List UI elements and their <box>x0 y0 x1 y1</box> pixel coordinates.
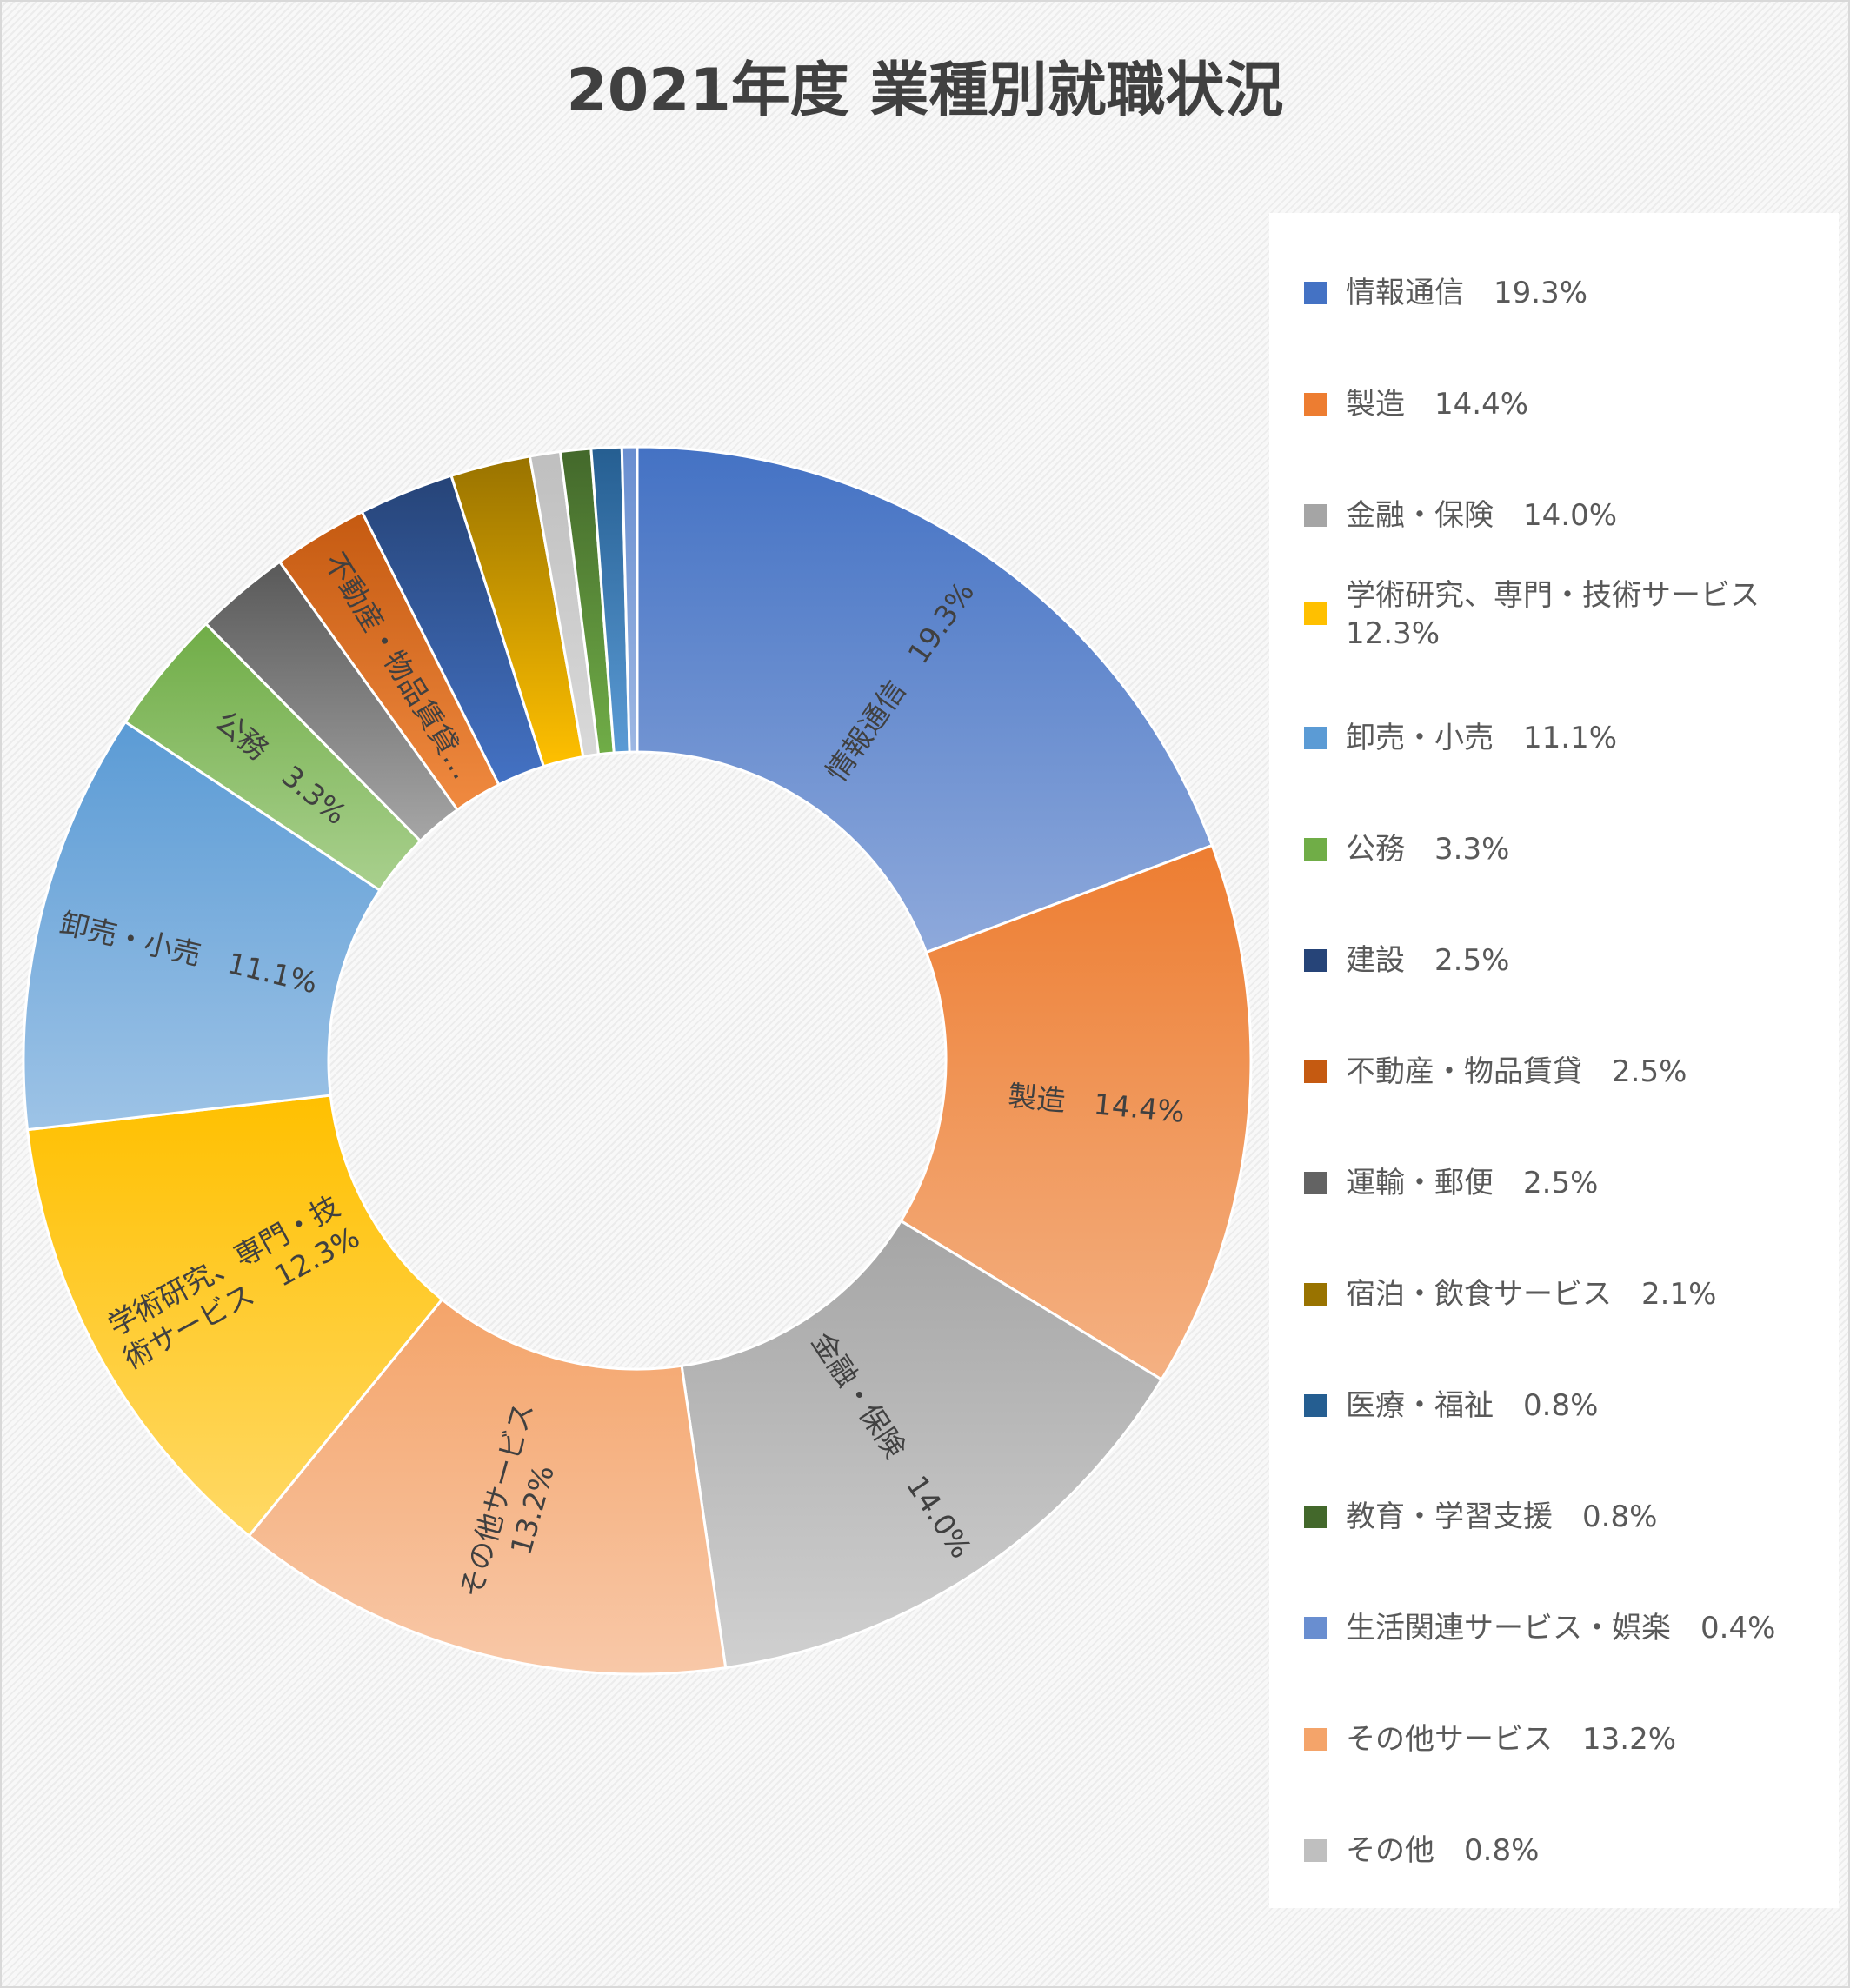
legend-swatch <box>1304 504 1327 527</box>
donut-slices <box>22 445 1253 1676</box>
legend-swatch <box>1304 393 1327 416</box>
legend-label: 不動産・物品賃貸 2.5% <box>1346 1054 1687 1089</box>
legend-swatch <box>1304 727 1327 749</box>
slice-537858f230fb5c0f58f2 <box>22 720 382 1132</box>
legend-label: 製造 14.4% <box>1346 386 1529 422</box>
slice-60c55831901a4fe1 <box>636 445 1214 954</box>
legend-label: 教育・学習支援 0.8% <box>1346 1499 1658 1534</box>
legend-item: 金融・保険 14.0% <box>1304 489 1617 542</box>
legend-swatch <box>1304 838 1327 861</box>
chart-legend: 情報通信 19.3% 製造 14.4% 金融・保険 14.0% 学術研究、専門・技術サ… <box>1269 213 1848 1908</box>
legend-swatch <box>1304 949 1327 972</box>
legend-item: 学術研究、専門・技術サービス 12.3% <box>1304 576 1848 651</box>
legend-label: 公務 3.3% <box>1346 831 1510 867</box>
legend-swatch <box>1304 602 1327 625</box>
legend-label: 宿泊・飲食サービス 2.1% <box>1346 1276 1717 1312</box>
legend-item: 建設 2.5% <box>1304 934 1509 987</box>
legend-item: 公務 3.3% <box>1304 823 1509 875</box>
slice-751f6d3b95a2902330b530fc30d330b930fb5a2f697d <box>620 445 639 754</box>
legend-swatch <box>1304 1283 1327 1306</box>
legend-label: 卸売・小売 11.1% <box>1346 720 1618 755</box>
legend-item: 生活関連サービス・娯楽 0.4% <box>1304 1602 1775 1654</box>
legend-item: 医療・福祉 0.8% <box>1304 1380 1598 1432</box>
legend-item: 運輸・郵便 2.5% <box>1304 1157 1598 1209</box>
slice-91d1878d30fb4fdd967a <box>680 1219 1164 1670</box>
legend-swatch <box>1304 1506 1327 1528</box>
slice-88fd9020 <box>899 843 1253 1382</box>
slice-305d306e4ed630b530fc30d330b9 <box>247 1297 728 1676</box>
legend-swatch <box>1304 1839 1327 1862</box>
legend-label: 医療・福祉 0.8% <box>1346 1387 1599 1423</box>
legend-swatch <box>1304 1394 1327 1417</box>
legend-item: 不動産・物品賃貸 2.5% <box>1304 1046 1687 1098</box>
legend-item: 製造 14.4% <box>1304 378 1528 430</box>
legend-item: 教育・学習支援 0.8% <box>1304 1491 1657 1543</box>
legend-item: 宿泊・飲食サービス 2.1% <box>1304 1268 1716 1320</box>
legend-label: 運輸・郵便 2.5% <box>1346 1165 1599 1200</box>
legend-swatch <box>1304 1728 1327 1751</box>
chart-title: 2021年度 業種別就職状況 <box>566 57 1284 125</box>
legend-label: その他 0.8% <box>1346 1832 1540 1868</box>
legend-label: 生活関連サービス・娯楽 0.4% <box>1346 1610 1776 1646</box>
legend-label: その他サービス 13.2% <box>1346 1721 1677 1757</box>
legend-swatch <box>1304 1060 1327 1083</box>
slice-5b66885378147a7630015c02958030fb6280885330b530fc30d330b9 <box>25 1094 444 1538</box>
legend-item: 情報通信 19.3% <box>1304 267 1587 319</box>
legend-label: 情報通信 19.3% <box>1346 275 1588 310</box>
legend-label: 建設 2.5% <box>1346 942 1510 978</box>
legend-swatch <box>1304 1617 1327 1639</box>
legend-item: 卸売・小売 11.1% <box>1304 712 1617 764</box>
legend-swatch <box>1304 1172 1327 1194</box>
legend-item: その他サービス 13.2% <box>1304 1713 1676 1765</box>
legend-label: 金融・保険 14.0% <box>1346 497 1618 533</box>
legend-label: 学術研究、専門・技術サービス 12.3% <box>1346 578 1848 652</box>
legend-item: その他 0.8% <box>1304 1825 1539 1877</box>
legend-swatch <box>1304 282 1327 304</box>
